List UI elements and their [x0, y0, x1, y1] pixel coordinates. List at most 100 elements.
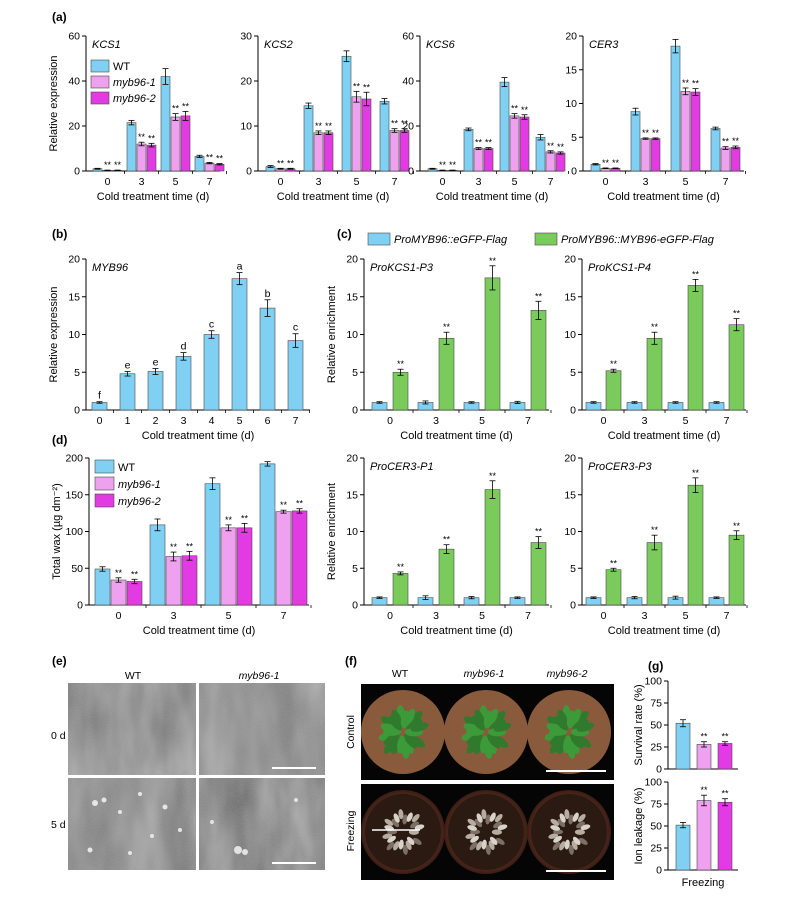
significance-mark: ** [489, 471, 497, 481]
y-tick-label: 30 [240, 31, 252, 43]
leaf [467, 818, 477, 826]
leaf [580, 824, 591, 830]
y-tick-label: 50 [650, 821, 662, 833]
x-tick-label: 3 [316, 176, 322, 188]
x-tick-label: 0 [97, 415, 103, 427]
y-tick-label: 75 [650, 698, 662, 710]
bar [323, 132, 334, 172]
leaf [476, 813, 483, 823]
legend-label: myb96-1 [118, 479, 161, 491]
bar [126, 581, 143, 606]
leaf [470, 835, 480, 843]
y-tick-label: 5 [570, 563, 576, 575]
bar [690, 91, 701, 172]
x-tick-label: 0 [116, 610, 122, 622]
leaf [564, 809, 570, 820]
significance-mark: ** [397, 562, 405, 572]
leaf [387, 835, 397, 843]
y-tick-label: 150 [65, 489, 83, 501]
legend-label-egfp: ProMYB96::eGFP-Flag [394, 234, 508, 246]
significance-mark: ** [692, 79, 700, 89]
bar [545, 151, 556, 172]
bar [291, 510, 308, 606]
significance-mark: ** [443, 535, 451, 545]
leaf [568, 844, 574, 855]
leaf [493, 821, 502, 829]
pot [527, 690, 611, 774]
legend-label: myb96-1 [113, 77, 156, 89]
bar [670, 45, 681, 172]
legend-swatch [94, 476, 115, 491]
bar [728, 534, 745, 606]
bar [94, 568, 111, 606]
bar [303, 105, 314, 172]
pot [361, 690, 445, 774]
significance-letter: e [153, 356, 159, 368]
significance-mark: ** [535, 527, 543, 537]
leaf [384, 818, 394, 826]
x-tick-label: 3 [433, 415, 439, 427]
leaf [570, 733, 584, 749]
y-tick-label: 50 [650, 720, 662, 732]
significance-mark: ** [115, 568, 123, 578]
chart-g1: 0 25 50 75 100 ** ** Survival rate (%) [633, 676, 738, 776]
x-tick-label: 0 [278, 176, 284, 188]
y-tick-label: 20 [346, 453, 358, 465]
chip-legend: ProMYB96::eGFP-Flag ProMYB96::MYB96-eGFP… [367, 232, 715, 246]
soil [448, 794, 524, 870]
significance-mark: ** [682, 78, 690, 88]
leaf [563, 735, 572, 754]
y-tick-label: 50 [71, 563, 83, 575]
y-tick-label: 20 [346, 254, 358, 266]
y-tick-label: 0 [246, 166, 252, 178]
leaf [402, 814, 408, 825]
y-tick-label: 20 [402, 121, 414, 133]
leaf [474, 709, 485, 727]
leaf [576, 821, 585, 829]
x-tick-label: 2 [153, 415, 159, 427]
plant-col-label-wt: WT [392, 668, 409, 680]
y-tick-label: 5 [352, 367, 358, 379]
leaf [550, 825, 560, 831]
significance-mark: ** [732, 136, 740, 146]
x-tick-label: 3 [642, 415, 648, 427]
x-tick-label: 5 [479, 610, 485, 622]
significance-mark: ** [296, 499, 304, 509]
genotype-legend-d: WT myb96-1 myb96-2 [94, 459, 161, 508]
significance-mark: ** [439, 160, 447, 170]
x-tick-label: 0 [387, 415, 393, 427]
y-tick-label: 0 [570, 600, 576, 612]
significance-mark: ** [489, 256, 497, 266]
legend-swatch [90, 75, 110, 89]
leaf [574, 829, 585, 835]
y-axis-label: Survival rate (%) [633, 684, 645, 765]
bar [160, 76, 171, 172]
x-tick-label: 7 [392, 176, 398, 188]
significance-letter: e [125, 359, 131, 371]
y-axis-label: Ion leakage (%) [633, 787, 645, 864]
leaf [550, 818, 560, 826]
leaf [548, 833, 559, 839]
bar [499, 81, 510, 172]
significance-letter: c [209, 319, 214, 331]
bar [519, 116, 530, 172]
plant-col-label-myb96-2: myb96-2 [547, 668, 588, 680]
y-tick-label: 10 [565, 98, 577, 110]
panel-label-e: (e) [52, 654, 67, 668]
x-tick-label: 5 [479, 415, 485, 427]
plant-pot [444, 690, 528, 774]
bar [259, 307, 276, 411]
significance-mark: ** [612, 158, 620, 168]
x-tick-label: 4 [209, 415, 215, 427]
bar [231, 278, 248, 411]
legend-label: WT [113, 61, 130, 73]
y-tick-label: 5 [352, 563, 358, 575]
x-tick-label: 7 [723, 176, 729, 188]
chart-title: ProKCS1-P4 [588, 262, 651, 274]
y-tick-label: 5 [74, 367, 80, 379]
leaf [485, 844, 491, 855]
significance-mark: ** [280, 500, 288, 510]
bar [535, 136, 546, 172]
